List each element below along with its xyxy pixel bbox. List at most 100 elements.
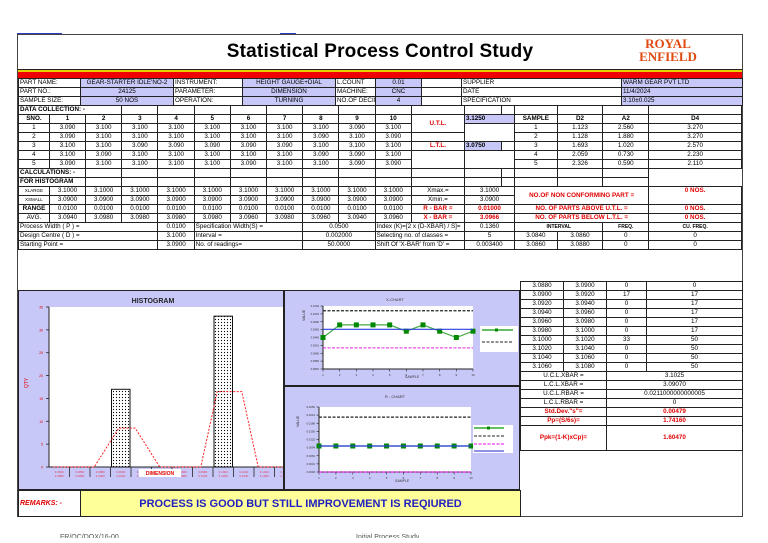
reading: 3.100 <box>374 123 412 133</box>
logo-line1: ROYAL <box>645 36 691 51</box>
rbar-label: R - BAR = <box>410 204 466 214</box>
range-row: RANGE 0.0100 0.0100 0.0100 0.0100 0.0100… <box>18 204 742 214</box>
svg-text:3.0915: 3.0915 <box>310 343 319 347</box>
pp-value: 1.74160 <box>606 416 743 426</box>
part-no-label: PART NO.: <box>18 87 81 97</box>
xlarge-value: 3.1000 <box>338 186 376 196</box>
process-width-label: Process Width ( P ) = <box>17 222 159 232</box>
cu-freq: 17 <box>646 326 743 336</box>
date-label: DATE <box>461 87 622 97</box>
remarks-text: PROCESS IS GOOD BUT STILL IMPROVEMENT IS… <box>80 490 521 517</box>
constant: 2 <box>514 132 558 142</box>
reading: 3.100 <box>121 132 159 142</box>
sno: 2 <box>18 132 50 142</box>
readings-label: No. of readings= <box>193 240 304 250</box>
svg-text:30: 30 <box>39 328 43 332</box>
ltl-label: L.T.L. <box>410 141 466 151</box>
constant: 2.326 <box>556 159 604 169</box>
classes-label: Selecting no. of classes = <box>374 231 466 241</box>
machine-label: MACHINE: <box>335 87 376 97</box>
col-header: 8 <box>302 114 340 124</box>
avg-label: AVG. <box>18 213 50 223</box>
constants-header: D2 <box>556 114 604 124</box>
reading: 3.100 <box>48 150 87 160</box>
reading: 3.100 <box>374 150 412 160</box>
reading: 3.090 <box>338 123 376 133</box>
part-name-value: GEAR-STARTER IDLE'NO-2 <box>80 78 174 88</box>
svg-text:5: 5 <box>41 443 43 447</box>
xlarge-label: XLARGE <box>18 186 50 196</box>
reading: 3.100 <box>266 123 304 133</box>
range-value: 0.0100 <box>266 204 304 214</box>
range-value: 0.0100 <box>338 204 376 214</box>
x-chart-plot: 3.0840 3.0865 3.0890 3.0915 3.0940 3.0965 3.09… <box>310 304 476 377</box>
r-chart: R - CHART 0.0000 0.0031 0.0063 0.0094 0.0125… <box>296 394 513 483</box>
range-value: 0.0100 <box>229 204 268 214</box>
interval-to: 3.1040 <box>563 344 607 354</box>
xlarge-value: 3.1000 <box>266 186 304 196</box>
svg-text:0.0219: 0.0219 <box>306 413 315 417</box>
reading: 3.100 <box>157 132 195 142</box>
svg-text:2: 2 <box>339 373 341 377</box>
svg-text:1: 1 <box>322 373 324 377</box>
constant: 1.123 <box>556 123 604 133</box>
constant: 2.560 <box>602 123 650 133</box>
interval-to: 3.0860 <box>556 231 604 241</box>
readings-value: 50.0000 <box>302 240 376 250</box>
blank-cell <box>421 87 462 97</box>
shift-label: Shift Of 'X-BAR' from 'D' = <box>374 240 466 250</box>
constant: 0.590 <box>602 159 650 169</box>
above-utl-label: NO. OF PARTS ABOVE U.T.L. = <box>514 204 650 214</box>
xlarge-value: 3.1000 <box>48 186 87 196</box>
interval-from: 3.0900 <box>520 290 564 300</box>
svg-text:0.0125: 0.0125 <box>306 438 315 442</box>
reading: 3.100 <box>302 159 340 169</box>
range-value: 0.0100 <box>48 204 87 214</box>
interval-to: 3.1020 <box>563 335 607 345</box>
sno-header: SNO. <box>18 114 50 124</box>
freq: 0 <box>606 344 647 354</box>
reading: 3.100 <box>121 159 159 169</box>
lcl-rbar-value: 0 <box>606 398 743 408</box>
xbar-label: X - BAR = <box>410 213 466 223</box>
instrument-value: HEIGHT GAUGE+DIAL <box>242 78 336 88</box>
reading: 3.100 <box>338 141 376 151</box>
above-utl-value: 0 NOS. <box>648 204 742 214</box>
col-header: 1 <box>48 114 87 124</box>
reading: 3.090 <box>374 132 412 142</box>
constant: 1.128 <box>556 132 604 142</box>
cu-freq: 0 <box>648 240 742 250</box>
svg-text:3.0880: 3.0880 <box>75 474 85 478</box>
reading: 3.100 <box>48 141 87 151</box>
avg-value: 3.0980 <box>193 213 231 223</box>
interval-to: 3.1000 <box>563 326 607 336</box>
range-value: 0.0100 <box>157 204 195 214</box>
reading: 3.090 <box>48 132 87 142</box>
constants-header: A2 <box>602 114 650 124</box>
ppk-value: 1.60470 <box>606 425 743 451</box>
xlarge-value: 3.1000 <box>121 186 159 196</box>
xmin-label: Xmin.= <box>410 195 466 205</box>
r-chart-xlabel: SAMPLE <box>395 479 410 483</box>
svg-text:3.0940: 3.0940 <box>310 336 319 340</box>
svg-text:3: 3 <box>352 476 354 480</box>
svg-text:1: 1 <box>318 476 320 480</box>
freq: 0 <box>606 362 647 372</box>
col-header: 9 <box>338 114 376 124</box>
design-centre-label: Design Centre ( D ) = <box>17 231 159 241</box>
sno: 3 <box>18 141 50 151</box>
interval-from: 3.0940 <box>520 308 564 318</box>
reading: 3.100 <box>338 132 376 142</box>
part-no-value: 24125 <box>80 87 174 97</box>
avg-value: 3.0960 <box>302 213 340 223</box>
svg-text:2: 2 <box>335 476 337 480</box>
supplier-label: SUPPLIER <box>461 78 622 88</box>
histogram-title: HISTOGRAM <box>132 298 175 305</box>
freq: 0 <box>606 299 647 309</box>
xsmall-value: 3.0900 <box>266 195 304 205</box>
avg-value: 3.0980 <box>121 213 159 223</box>
constant: 2.230 <box>648 150 742 160</box>
xsmall-value: 3.0900 <box>302 195 340 205</box>
r-chart-plot: 0.0000 0.0031 0.0063 0.0094 0.0125 0.0156 0.01… <box>306 405 474 480</box>
reading: 3.100 <box>266 150 304 160</box>
